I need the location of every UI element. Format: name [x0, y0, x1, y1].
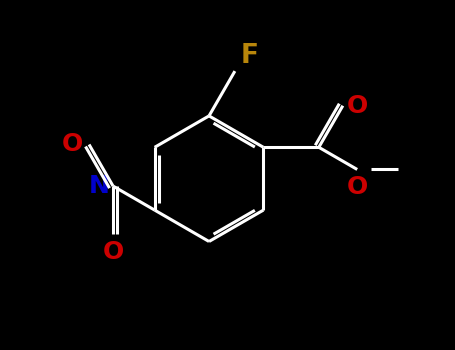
- Text: N: N: [88, 174, 109, 198]
- Text: F: F: [241, 43, 259, 69]
- Text: O: O: [347, 94, 368, 118]
- Text: O: O: [102, 240, 124, 264]
- Text: O: O: [62, 133, 83, 156]
- Text: O: O: [347, 175, 368, 199]
